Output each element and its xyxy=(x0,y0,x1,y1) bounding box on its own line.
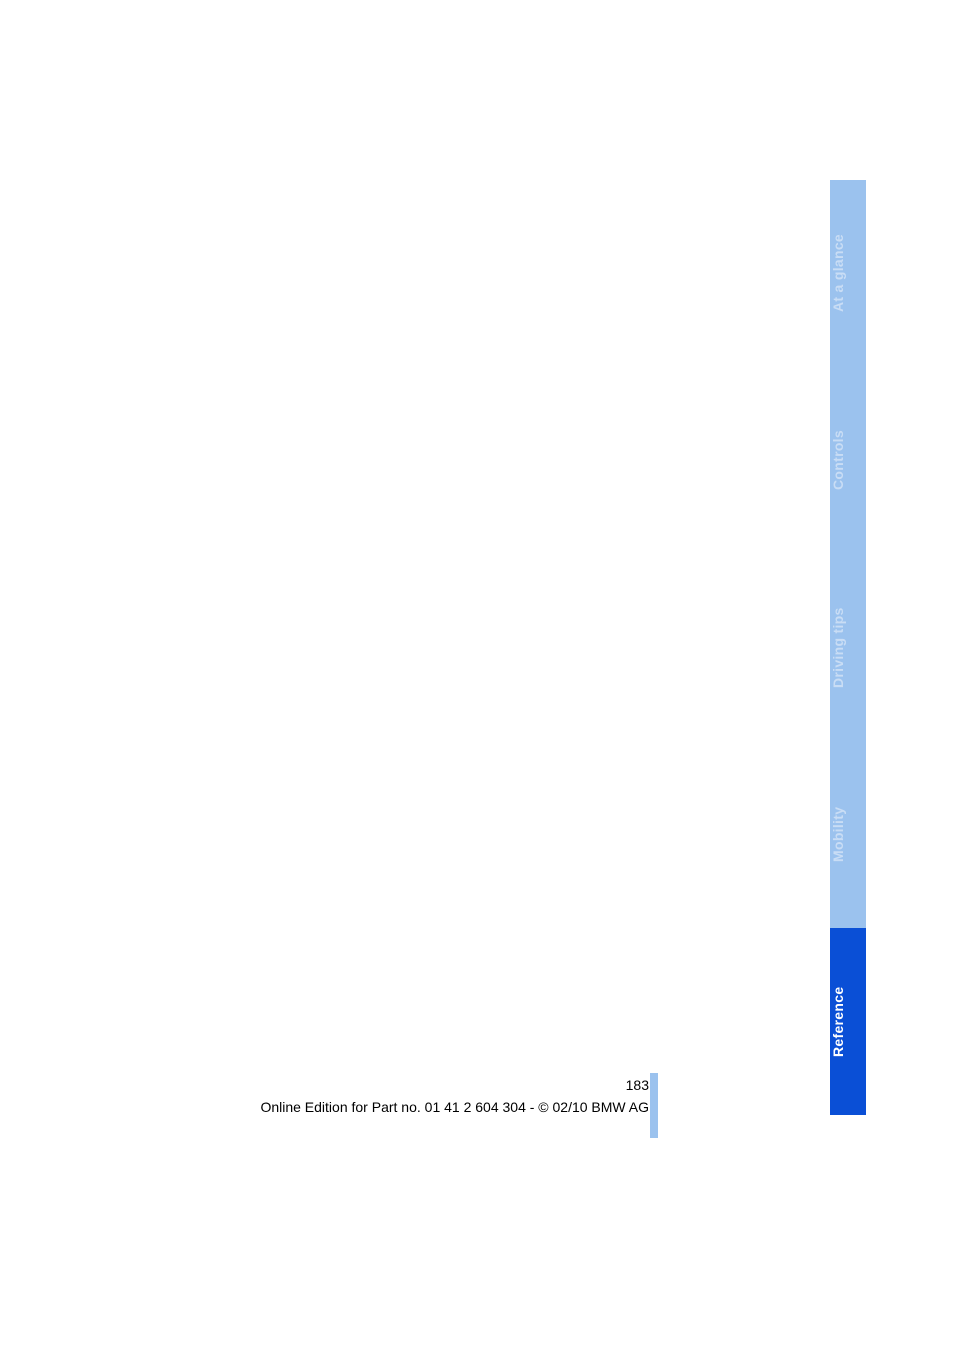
footer: 183 Online Edition for Part no. 01 41 2 … xyxy=(260,1076,649,1117)
tab-driving-tips[interactable]: Driving tips xyxy=(830,554,866,741)
page-number: 183 xyxy=(260,1076,649,1096)
tab-controls[interactable]: Controls xyxy=(830,367,866,554)
tab-at-a-glance[interactable]: At a glance xyxy=(830,180,866,367)
tab-mobility[interactable]: Mobility xyxy=(830,741,866,928)
side-tabs: At a glance Controls Driving tips Mobili… xyxy=(830,180,866,1115)
edition-line: Online Edition for Part no. 01 41 2 604 … xyxy=(260,1099,649,1115)
page-marker-bar xyxy=(650,1073,658,1138)
page: 183 Online Edition for Part no. 01 41 2 … xyxy=(0,0,954,1350)
tab-reference[interactable]: Reference xyxy=(830,928,866,1115)
